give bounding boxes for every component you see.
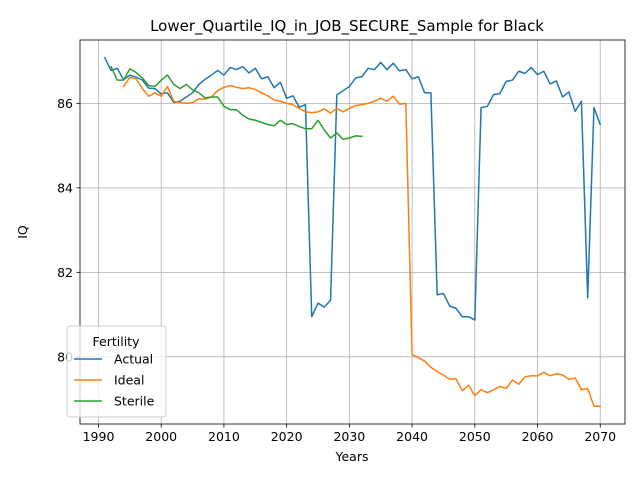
x-tick-label: 2050	[459, 429, 491, 444]
x-tick-label: 2070	[584, 429, 616, 444]
axis-ticks: 1990 2000 2010 2020 2030 2040 2050 2060 20708082…	[57, 96, 616, 444]
legend-frame	[66, 325, 167, 418]
legend-title: Fertility	[93, 334, 141, 349]
series-lines	[103, 56, 602, 408]
x-tick-label: 2040	[396, 429, 428, 444]
plot-area	[80, 40, 625, 424]
series-line-actual	[103, 56, 602, 321]
y-tick-label: 86	[57, 96, 73, 111]
series-line-sterile	[110, 65, 363, 141]
legend-label-ideal: Ideal	[114, 373, 144, 388]
x-tick-label: 1990	[83, 429, 115, 444]
x-axis-label: Years	[335, 449, 369, 464]
x-tick-label: 2020	[271, 429, 303, 444]
plot-frame	[79, 39, 626, 425]
x-tick-label: 2010	[208, 429, 240, 444]
y-axis-label: IQ	[15, 225, 30, 239]
legend-label-actual: Actual	[114, 352, 153, 367]
x-tick-label: 2060	[522, 429, 554, 444]
x-tick-label: 2000	[145, 429, 177, 444]
legend: Fertility Actual Ideal Sterile	[66, 325, 167, 418]
legend-entries: Actual Ideal Sterile	[74, 352, 155, 409]
grid-lines	[80, 40, 625, 424]
x-tick-label: 2030	[333, 429, 365, 444]
series-line-ideal	[122, 76, 601, 408]
chart-title: Lower_Quartile_IQ_in_JOB_SECURE_Sample f…	[150, 17, 544, 36]
legend-label-sterile: Sterile	[114, 394, 155, 409]
y-tick-label: 82	[57, 265, 73, 280]
y-tick-label: 84	[57, 180, 73, 195]
